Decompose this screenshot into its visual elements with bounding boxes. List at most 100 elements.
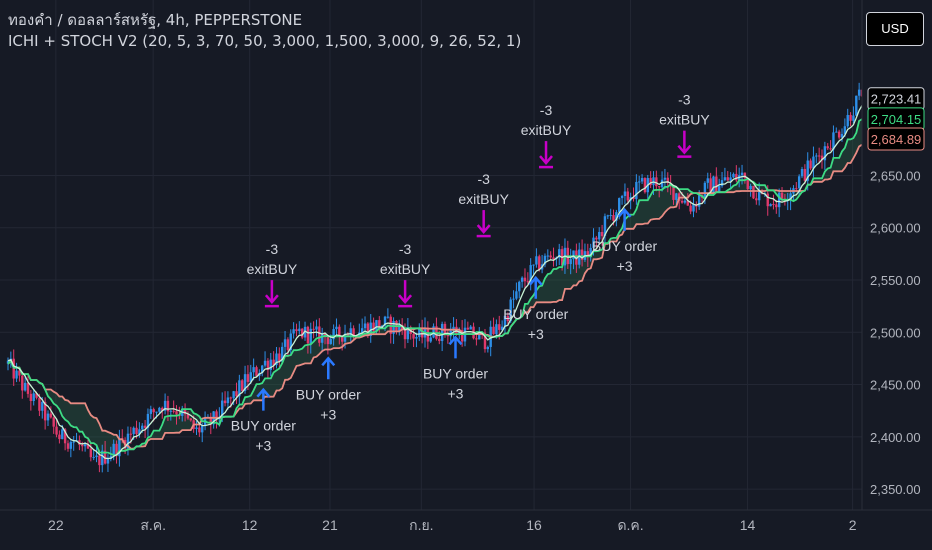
indicator-legend[interactable]: ICHI + STOCH V2 (20, 5, 3, 70, 50, 3,000… (8, 32, 522, 50)
candle-body (495, 324, 498, 335)
candle-body (83, 444, 87, 447)
candle-body (852, 115, 855, 121)
candle-body (255, 367, 258, 376)
candle-body (857, 89, 861, 96)
candle-body (186, 414, 190, 419)
candle-body (855, 95, 858, 116)
candle-body (595, 237, 598, 240)
candle-body (692, 204, 695, 212)
price-tick-label: 2,500.00 (870, 325, 921, 340)
candle-body (289, 333, 292, 351)
buy-arrow-head (617, 207, 632, 218)
candle-body (32, 393, 35, 401)
exit-label-text: exitBUY (247, 261, 298, 277)
time-tick-label: ด.ค. (617, 517, 643, 533)
candle-body (697, 195, 701, 207)
candle-body (363, 323, 367, 329)
candle-body (483, 332, 487, 350)
candle-body (757, 191, 761, 201)
candle-body (129, 433, 133, 435)
candle-body (292, 329, 295, 334)
candle-body (643, 178, 647, 193)
candle-body (846, 115, 849, 127)
candle-body (89, 448, 93, 458)
candle-body (620, 196, 624, 199)
candle-body (575, 250, 578, 265)
candle-body (709, 178, 712, 193)
candle-body (715, 176, 718, 192)
candle-body (512, 298, 515, 300)
candle-body (132, 427, 135, 435)
candle-body (572, 250, 575, 260)
candle-body (689, 205, 692, 212)
candle-body (749, 185, 752, 190)
candle-body (303, 326, 307, 338)
price-tick-label: 2,450.00 (870, 378, 921, 393)
candle-body (346, 333, 350, 336)
candle-body (720, 180, 724, 186)
symbol-title[interactable]: ทองคำ / ดอลลาร์สหรัฐ, 4h, PEPPERSTONE (8, 11, 303, 29)
exit-label-value: -3 (477, 171, 490, 187)
candle-body (803, 168, 807, 181)
candle-body (146, 413, 150, 428)
exit-label-value: -3 (399, 241, 412, 257)
candle-body (815, 155, 818, 157)
candle-body (420, 328, 424, 338)
candle-body (263, 360, 267, 366)
buy-label-text: BUY order (592, 238, 657, 254)
candle-body (63, 429, 67, 444)
candle-body (55, 426, 58, 435)
price-axis[interactable]: 2,350.00 2,400.00 2,450.00 2,500.00 2,550.00… (861, 0, 932, 550)
candle-body (558, 249, 561, 258)
candle-body (329, 339, 332, 345)
candle-body (243, 374, 247, 391)
candle-body (12, 358, 15, 379)
candle-body (29, 393, 33, 401)
last-price-labels: 2,723.41 2,704.15 2,684.89 (867, 87, 925, 151)
candle-body (69, 441, 73, 449)
buy-arrow-head (256, 387, 271, 398)
candle-body (683, 200, 687, 203)
candle-body (392, 320, 395, 334)
candle-body (680, 200, 684, 203)
candle-body (161, 407, 164, 411)
candlesticks (6, 79, 864, 473)
candle-body (777, 192, 781, 208)
buy-label-value: +3 (255, 438, 271, 454)
candle-body (686, 200, 689, 206)
time-tick-label: 12 (242, 517, 258, 533)
candle-body (352, 328, 355, 338)
candle-body (261, 365, 264, 373)
candle-body (546, 255, 550, 257)
grid-lines (0, 0, 862, 510)
currency-button[interactable]: USD (866, 12, 924, 46)
buy-label-value: +3 (617, 258, 633, 274)
candle-body (809, 160, 812, 169)
candle-body (166, 400, 170, 412)
candle-body (652, 177, 655, 186)
candle-body (26, 382, 30, 394)
time-axis[interactable]: 22 ส.ค. 12 21 ก.ย. 16 ด.ค. 14 2 (0, 509, 932, 550)
candle-body (241, 380, 244, 391)
exit-label-text: exitBUY (659, 112, 710, 128)
candle-body (6, 360, 10, 364)
candle-body (466, 327, 470, 330)
exit-label-value: -3 (540, 102, 553, 118)
candle-body (298, 328, 301, 332)
candle-body (152, 409, 155, 413)
price-tick-label: 2,400.00 (870, 430, 921, 445)
candle-body (272, 359, 275, 366)
candle-body (775, 204, 778, 208)
exit-label-text: exitBUY (380, 261, 431, 277)
exit-arrow-head (539, 155, 553, 166)
candle-body (626, 191, 629, 201)
indicator-lines (7, 105, 863, 460)
candle-body (826, 146, 829, 149)
candle-body (638, 181, 641, 183)
candle-body (675, 193, 678, 200)
price-tick-label: 2,550.00 (870, 273, 921, 288)
candle-body (115, 443, 118, 457)
candle-body (632, 197, 635, 200)
candle-body (603, 216, 607, 237)
